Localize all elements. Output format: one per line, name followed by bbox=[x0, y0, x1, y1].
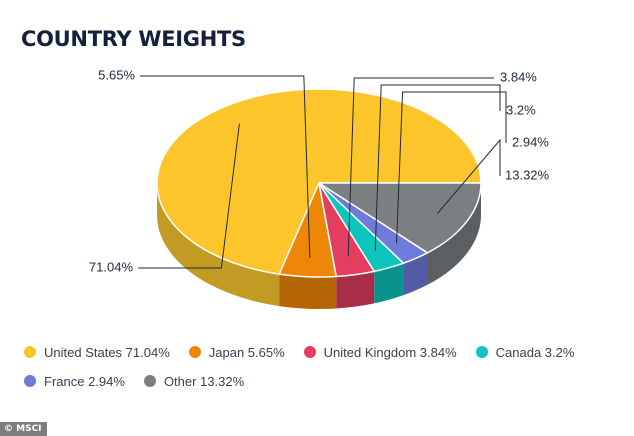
legend-swatch bbox=[303, 346, 316, 358]
data-label: 3.2% bbox=[506, 102, 536, 117]
pie-side-france bbox=[403, 252, 428, 296]
leader-line bbox=[374, 84, 501, 251]
legend-label: United States 71.04% bbox=[44, 344, 170, 360]
pie-side-united-kingdom bbox=[336, 271, 375, 309]
legend-row: United States 71.04% Japan 5.65% United … bbox=[24, 343, 624, 361]
leader-line bbox=[140, 75, 311, 259]
legend-item-united-states[interactable]: United States 71.04% bbox=[24, 345, 170, 360]
legend-row: France 2.94% Other 13.32% bbox=[24, 372, 624, 390]
data-label: 13.32% bbox=[505, 167, 550, 182]
data-label: 5.65% bbox=[98, 67, 135, 82]
data-label: 3.84% bbox=[500, 69, 537, 84]
data-label: 2.94% bbox=[512, 134, 549, 149]
legend: United States 71.04% Japan 5.65% United … bbox=[24, 343, 624, 401]
legend-item-united-kingdom[interactable]: United Kingdom 3.84% bbox=[303, 344, 457, 360]
legend-item-japan[interactable]: Japan 5.65% bbox=[188, 344, 285, 360]
legend-label: Other 13.32% bbox=[163, 373, 245, 389]
leader-line bbox=[396, 91, 507, 244]
leader-line bbox=[138, 123, 240, 269]
legend-item-france[interactable]: France 2.94% bbox=[24, 374, 125, 389]
pie-side-united-states bbox=[157, 183, 280, 307]
pie-slice-other bbox=[318, 182, 482, 254]
pie-side-canada bbox=[374, 263, 404, 304]
legend-item-canada[interactable]: Canada 3.2% bbox=[475, 344, 575, 360]
leader-line bbox=[437, 138, 501, 214]
legend-swatch bbox=[188, 346, 201, 358]
pie-side-japan bbox=[279, 274, 337, 309]
chart-title: COUNTRY WEIGHTS bbox=[21, 27, 246, 51]
data-label: 71.04% bbox=[89, 259, 134, 274]
legend-label: United Kingdom 3.84% bbox=[323, 344, 457, 360]
legend-label: France 2.94% bbox=[44, 373, 125, 389]
legend-label: Canada 3.2% bbox=[495, 344, 575, 360]
credit-badge: © MSCI bbox=[0, 422, 47, 436]
legend-swatch bbox=[143, 375, 156, 387]
leader-line bbox=[347, 77, 494, 257]
legend-swatch bbox=[24, 375, 36, 387]
legend-swatch bbox=[475, 346, 488, 358]
legend-label: Japan 5.65% bbox=[208, 344, 285, 360]
pie-side-other bbox=[427, 183, 481, 285]
legend-item-other[interactable]: Other 13.32% bbox=[143, 373, 245, 389]
legend-swatch bbox=[24, 346, 36, 358]
